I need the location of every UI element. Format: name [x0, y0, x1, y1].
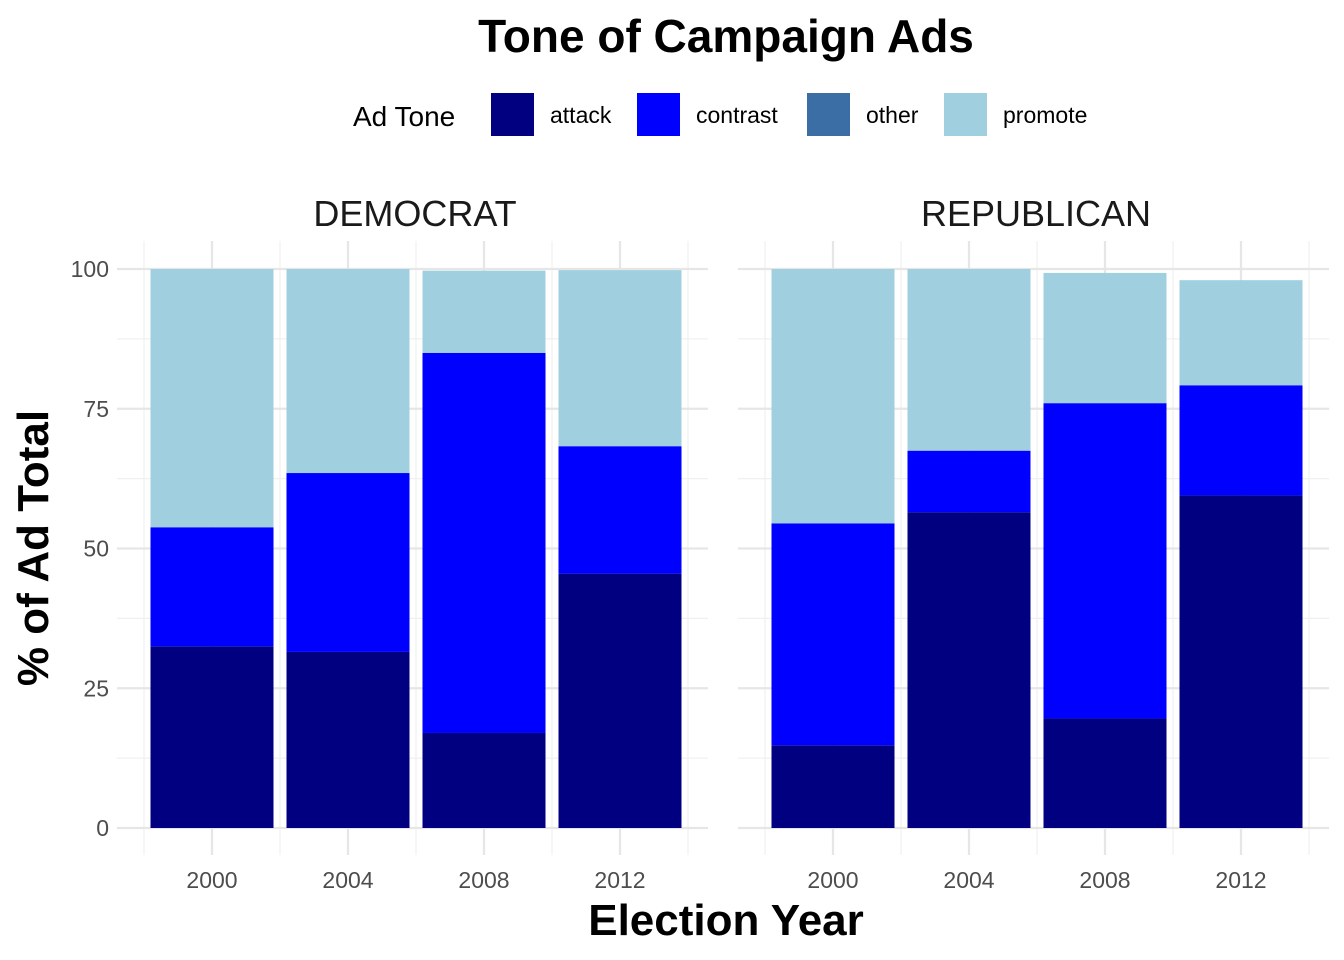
legend-label-attack: attack: [550, 102, 612, 128]
legend: attack contrast other promote: [491, 93, 1087, 136]
y-tick-label: 50: [83, 536, 109, 562]
panel-democrat: DEMOCRAT 2000 2004 2008 2012 0 25 50 75 100: [71, 193, 708, 893]
y-tick-label: 0: [96, 815, 109, 841]
legend-swatch-attack: [491, 93, 534, 136]
bar-segment-attack-2008: [422, 732, 546, 828]
legend-label-other: other: [866, 102, 919, 128]
legend-label-contrast: contrast: [696, 102, 778, 128]
x-tick-label: 2000: [807, 867, 858, 893]
bar-segment-promote-2004: [907, 269, 1031, 451]
x-tick-label: 2004: [322, 867, 373, 893]
legend-swatch-contrast: [637, 93, 680, 136]
bar-segment-contrast-2000: [150, 527, 274, 647]
x-tick-label: 2008: [458, 867, 509, 893]
legend-item-other: other: [807, 93, 919, 136]
bar-segment-promote-2012: [1179, 280, 1303, 386]
plot-panels: DEMOCRAT 2000 2004 2008 2012 0 25 50 75 100 REPUBL…: [71, 193, 1329, 893]
bar-segment-promote-2008: [422, 270, 546, 353]
bar-segment-attack-2000: [771, 745, 895, 828]
x-tick-label: 2000: [186, 867, 237, 893]
bar-segment-attack-2012: [558, 573, 682, 828]
bar-segment-attack-2012: [1179, 495, 1303, 828]
bar-segment-attack-2008: [1043, 718, 1167, 828]
y-tick-label: 100: [71, 256, 109, 282]
bar-segment-promote-2012: [558, 270, 682, 447]
chart-title: Tone of Campaign Ads: [478, 10, 974, 62]
y-axis-title: % of Ad Total: [9, 410, 58, 686]
legend-item-contrast: contrast: [637, 93, 778, 136]
legend-item-promote: promote: [944, 93, 1087, 136]
bar-segment-contrast-2008: [422, 352, 546, 733]
bar-segment-contrast-2004: [286, 473, 410, 652]
panel-strip-label: DEMOCRAT: [313, 193, 516, 234]
panel-strip-label: REPUBLICAN: [921, 193, 1151, 234]
bar-segment-contrast-2000: [771, 523, 895, 746]
legend-swatch-other: [807, 93, 850, 136]
legend-title: Ad Tone: [353, 101, 455, 132]
bar-segment-contrast-2008: [1043, 403, 1167, 719]
bars: [771, 269, 1303, 828]
bar-segment-attack-2004: [286, 651, 410, 828]
legend-label-promote: promote: [1003, 102, 1087, 128]
bar-segment-contrast-2004: [907, 450, 1031, 513]
bar-segment-contrast-2012: [1179, 385, 1303, 496]
bar-segment-promote-2008: [1043, 272, 1167, 404]
bar-segment-promote-2004: [286, 269, 410, 474]
bar-segment-attack-2000: [150, 646, 274, 828]
x-tick-label: 2004: [943, 867, 994, 893]
bar-segment-contrast-2012: [558, 446, 682, 574]
bars: [150, 269, 682, 828]
x-tick-label: 2012: [1215, 867, 1266, 893]
x-tick-label: 2012: [594, 867, 645, 893]
panel-republican: REPUBLICAN 2000 2004 2008 2012: [738, 193, 1329, 893]
x-axis-title: Election Year: [588, 896, 864, 945]
y-tick-label: 25: [83, 675, 109, 701]
bar-segment-attack-2004: [907, 512, 1031, 828]
legend-swatch-promote: [944, 93, 987, 136]
bar-segment-promote-2000: [150, 269, 274, 528]
y-tick-label: 75: [83, 396, 109, 422]
bar-segment-promote-2000: [771, 269, 895, 524]
x-tick-label: 2008: [1079, 867, 1130, 893]
legend-item-attack: attack: [491, 93, 612, 136]
